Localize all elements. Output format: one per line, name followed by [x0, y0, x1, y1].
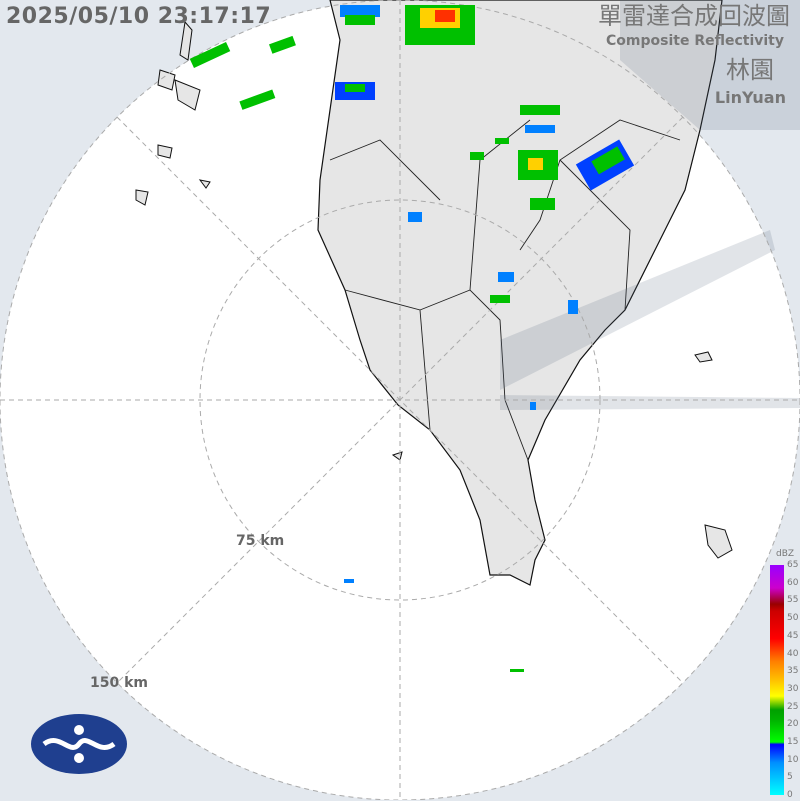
cwa-logo-icon	[31, 714, 127, 774]
product-title-en: Composite Reflectivity	[606, 33, 784, 49]
timestamp: 2025/05/10 23:17:17	[6, 4, 272, 29]
legend-tick: 50	[787, 613, 799, 624]
legend-tick: 45	[787, 630, 799, 641]
legend-tick: 65	[787, 560, 799, 570]
beam-block	[620, 0, 800, 130]
legend-tick: 20	[787, 719, 799, 730]
legend-color-bar	[770, 565, 784, 795]
legend-tick: 60	[787, 577, 799, 588]
station-name-en: LinYuan	[714, 88, 786, 107]
legend-tick: 15	[787, 737, 799, 747]
product-title-zh: 單雷達合成回波圖	[598, 2, 790, 30]
legend-tick: 10	[787, 754, 799, 765]
legend-unit: dBZ	[776, 549, 795, 559]
legend-tick: 35	[787, 666, 799, 677]
legend-tick: 40	[787, 648, 799, 659]
station-name-zh: 林園	[726, 56, 774, 84]
legend-tick: 55	[787, 595, 799, 606]
radar-echoes	[189, 5, 635, 672]
beam-block	[500, 395, 800, 410]
legend-tick: 30	[787, 683, 799, 694]
dbz-legend: dBZ 65 60 55 50 45 40 35 30 25 20 15 10 5 0	[768, 549, 799, 801]
ring-label-150km: 150 km	[90, 675, 148, 691]
legend-tick: 5	[787, 772, 793, 783]
beam-block	[500, 230, 775, 390]
legend-tick: 0	[787, 790, 793, 801]
legend-tick: 25	[787, 701, 799, 712]
ring-label-75km: 75 km	[236, 533, 285, 549]
